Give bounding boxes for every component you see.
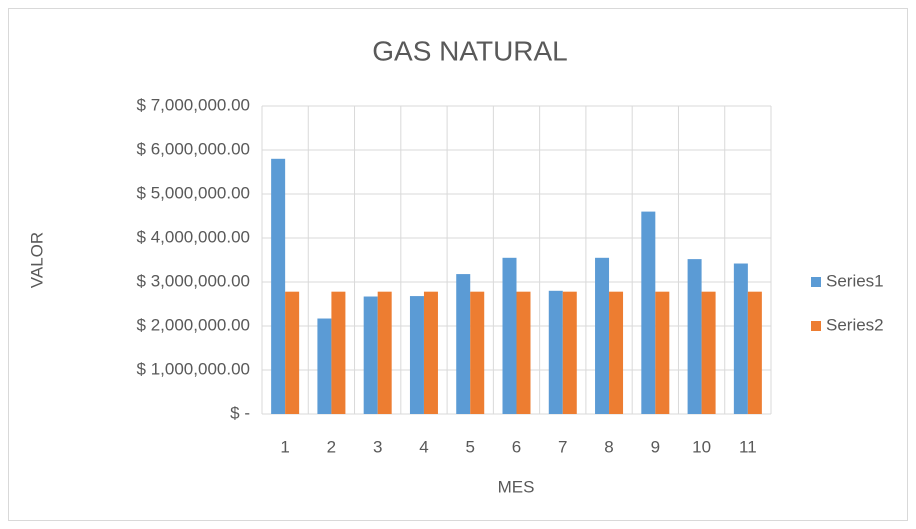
legend-swatch xyxy=(811,277,821,287)
bar xyxy=(271,158,286,414)
bar xyxy=(470,291,485,414)
bar xyxy=(701,291,716,414)
y-axis-label: VALOR xyxy=(27,232,46,288)
bar xyxy=(409,296,424,414)
bar xyxy=(687,259,702,414)
bar xyxy=(423,291,438,414)
x-tick-label: 3 xyxy=(373,437,382,456)
bar xyxy=(609,291,624,414)
y-tick-label: $ 3,000,000.00 xyxy=(137,271,250,290)
x-tick-label: 11 xyxy=(739,437,757,456)
x-tick-label: 2 xyxy=(327,437,336,456)
bar xyxy=(562,291,577,414)
legend-label: Series2 xyxy=(826,315,884,334)
x-tick-label: 4 xyxy=(419,437,428,456)
y-tick-label: $ 4,000,000.00 xyxy=(137,227,250,246)
bar xyxy=(363,296,378,414)
bar xyxy=(747,291,762,414)
bar xyxy=(641,211,656,414)
x-tick-label: 10 xyxy=(692,437,711,456)
bar xyxy=(377,291,392,414)
bar xyxy=(516,291,531,414)
y-tick-label: $ 6,000,000.00 xyxy=(137,139,250,158)
chart-title: GAS NATURAL xyxy=(372,35,568,66)
y-tick-label: $ - xyxy=(230,403,250,422)
y-tick-label: $ 1,000,000.00 xyxy=(137,359,250,378)
bar xyxy=(548,290,563,414)
y-tick-label: $ 7,000,000.00 xyxy=(137,95,250,114)
bar xyxy=(285,291,300,414)
bar xyxy=(595,257,610,414)
bar xyxy=(456,274,471,414)
x-tick-label: 1 xyxy=(280,437,289,456)
legend-swatch xyxy=(811,321,821,331)
x-tick-label: 6 xyxy=(512,437,521,456)
x-tick-label: 8 xyxy=(604,437,613,456)
bar xyxy=(331,291,346,414)
x-axis-label: MES xyxy=(498,477,535,496)
x-tick-label: 5 xyxy=(465,437,474,456)
x-tick-label: 9 xyxy=(651,437,660,456)
y-tick-label: $ 5,000,000.00 xyxy=(137,183,250,202)
bar xyxy=(655,291,670,414)
chart-border xyxy=(8,8,908,521)
bar xyxy=(317,318,332,414)
bar xyxy=(733,263,748,414)
x-tick-label: 7 xyxy=(558,437,567,456)
legend-label: Series1 xyxy=(826,271,884,290)
y-tick-label: $ 2,000,000.00 xyxy=(137,315,250,334)
bar xyxy=(502,257,517,414)
